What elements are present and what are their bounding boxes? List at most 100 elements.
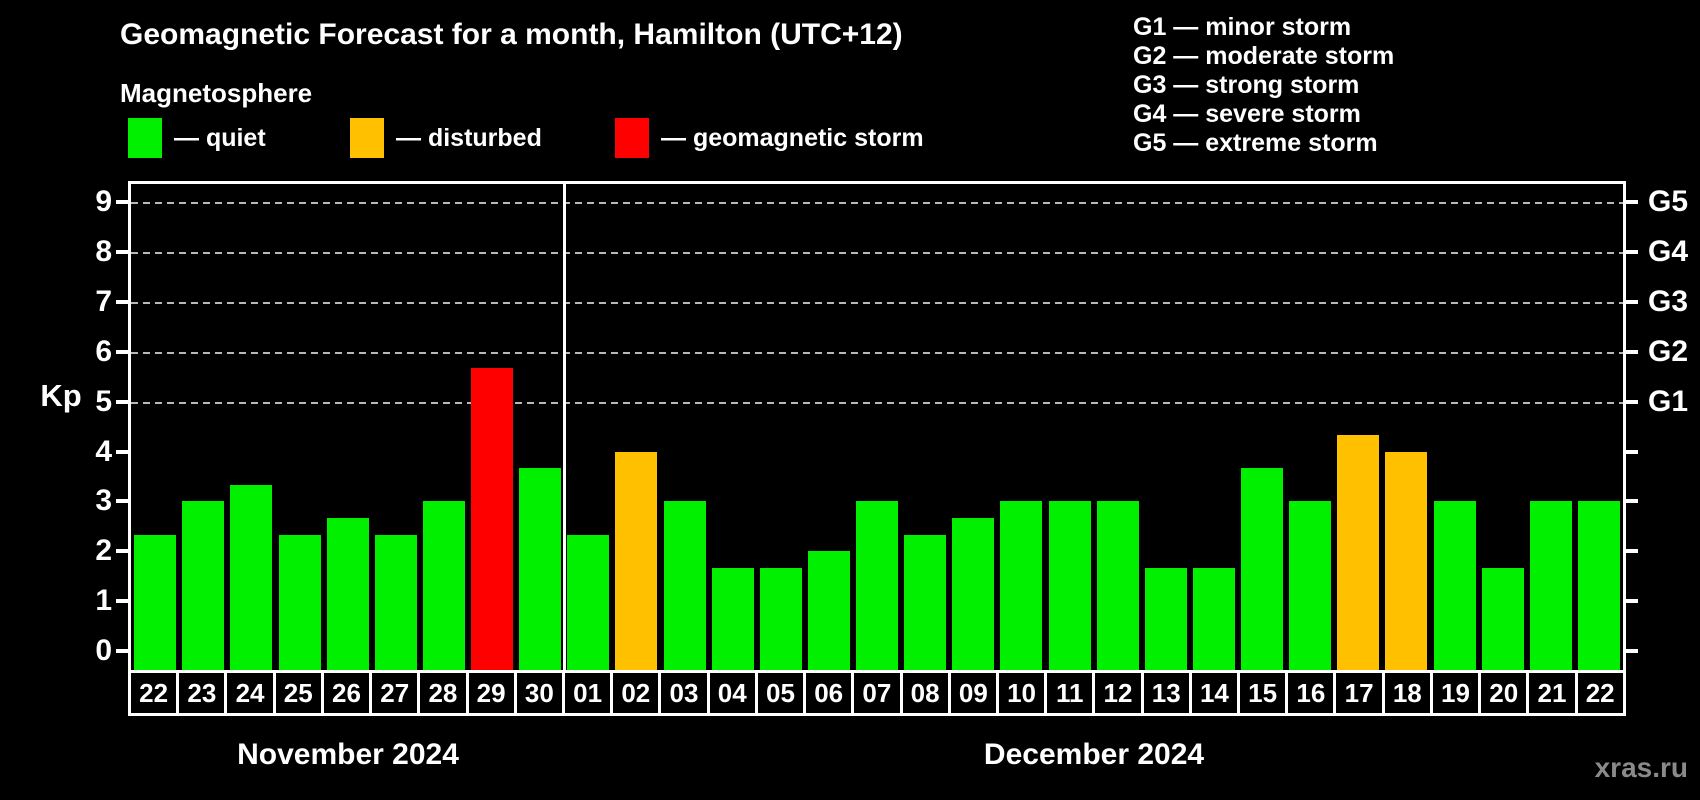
kp-bar-28 xyxy=(422,501,465,670)
date-cell-nov-27: 27 xyxy=(372,673,421,713)
x-axis-date-row: 22 23 24 25 26 27 28 29 30 01 02 03 04 05 06 07 08 09 10 11… xyxy=(128,670,1626,716)
right-tick-4 xyxy=(1626,449,1638,454)
y-tick-label-9: 9 xyxy=(95,185,112,219)
kp-bar-11 xyxy=(1048,501,1091,670)
date-cell-dec-03: 03 xyxy=(661,673,710,713)
storm-level-line-5: G5 — extreme storm xyxy=(1133,129,1378,157)
date-cell-dec-18: 18 xyxy=(1384,673,1433,713)
date-cell-dec-21: 21 xyxy=(1529,673,1578,713)
chart-subtitle: Magnetosphere xyxy=(120,78,313,108)
date-cell-dec-09: 09 xyxy=(950,673,999,713)
kp-bar-19 xyxy=(1433,501,1476,670)
right-tick-5 xyxy=(1626,399,1638,404)
y-tick-0 xyxy=(116,649,128,653)
right-tick-2 xyxy=(1626,549,1638,554)
date-cell-dec-01: 01 xyxy=(564,673,614,713)
kp-bar-05 xyxy=(759,567,802,670)
storm-legend-label: — geomagnetic storm xyxy=(661,124,924,152)
y-tick-9 xyxy=(116,200,128,205)
date-cell-dec-22: 22 xyxy=(1577,673,1623,713)
date-cell-nov-22: 22 xyxy=(131,673,180,713)
date-cell-dec-04: 04 xyxy=(709,673,758,713)
y-tick-label-7: 7 xyxy=(95,284,112,318)
quiet-legend-label: — quiet xyxy=(174,124,266,152)
y-tick-label-0: 0 xyxy=(95,634,112,667)
right-tick-6 xyxy=(1626,349,1638,354)
disturbed-legend-label: — disturbed xyxy=(396,124,542,152)
date-cell-dec-10: 10 xyxy=(998,673,1048,713)
right-axis-label-G4: G4 xyxy=(1648,235,1689,268)
right-tick-9 xyxy=(1626,200,1638,205)
date-cell-dec-19: 19 xyxy=(1432,673,1482,713)
right-axis-label-G5: G5 xyxy=(1648,185,1689,219)
y-tick-label-8: 8 xyxy=(95,235,112,268)
page-title: Geomagnetic Forecast for a month, Hamilt… xyxy=(120,18,903,51)
storm-swatch xyxy=(615,118,649,158)
gridline-kp8 xyxy=(131,252,1623,254)
right-tick-3 xyxy=(1626,499,1638,504)
date-cell-nov-26: 26 xyxy=(323,673,373,713)
gridline-kp9 xyxy=(131,202,1623,205)
kp-bar-04 xyxy=(711,567,754,670)
date-cell-dec-12: 12 xyxy=(1095,673,1144,713)
kp-bar-25 xyxy=(278,534,321,670)
kp-bar-12 xyxy=(1096,501,1139,670)
kp-bar-29 xyxy=(471,368,513,670)
date-cell-nov-23: 23 xyxy=(179,673,228,713)
right-tick-1 xyxy=(1626,599,1638,604)
month-label-november: November 2024 xyxy=(237,738,459,771)
kp-bar-15 xyxy=(1241,468,1283,670)
y-tick-6 xyxy=(116,349,128,354)
month-separator-line xyxy=(562,184,566,670)
date-cell-nov-30: 30 xyxy=(516,673,565,713)
right-axis-label-G3: G3 xyxy=(1648,284,1689,318)
kp-bar-22 xyxy=(134,534,177,670)
y-tick-label-2: 2 xyxy=(95,534,112,568)
date-cell-dec-20: 20 xyxy=(1481,673,1530,713)
date-cell-dec-02: 02 xyxy=(613,673,662,713)
date-cell-dec-17: 17 xyxy=(1336,673,1385,713)
date-cell-dec-16: 16 xyxy=(1288,673,1337,713)
y-tick-7 xyxy=(116,299,128,304)
kp-bar-22 xyxy=(1577,501,1620,670)
y-tick-label-3: 3 xyxy=(95,484,112,518)
plot-area xyxy=(128,181,1626,673)
right-axis-label-G2: G2 xyxy=(1648,334,1689,368)
date-cell-dec-08: 08 xyxy=(902,673,951,713)
storm-scale-legend: G1 — minor storm G2 — moderate storm G3 — … xyxy=(1133,13,1394,158)
gridline-kp6 xyxy=(131,351,1623,354)
watermark: xras.ru xyxy=(1594,752,1688,783)
kp-bar-06 xyxy=(807,551,850,670)
kp-bar-01 xyxy=(567,534,610,670)
y-tick-label-6: 6 xyxy=(95,334,112,368)
kp-bar-30 xyxy=(519,468,562,670)
right-axis-label-G1: G1 xyxy=(1648,384,1689,418)
y-tick-label-5: 5 xyxy=(95,384,112,418)
date-cell-nov-25: 25 xyxy=(275,673,324,713)
date-cell-dec-05: 05 xyxy=(757,673,807,713)
kp-bar-10 xyxy=(1000,501,1043,670)
kp-bar-16 xyxy=(1289,501,1332,670)
storm-level-line-1: G1 — minor storm xyxy=(1133,13,1352,41)
kp-bar-26 xyxy=(326,517,369,670)
y-tick-1 xyxy=(116,599,128,604)
quiet-swatch xyxy=(128,118,162,158)
kp-bar-27 xyxy=(374,534,417,670)
kp-bar-21 xyxy=(1529,501,1572,670)
kp-status-legend: — quiet — disturbed — geomagnetic storm xyxy=(0,114,1100,162)
kp-bar-03 xyxy=(663,501,706,670)
gridline-kp7 xyxy=(131,301,1623,304)
date-cell-dec-06: 06 xyxy=(806,673,855,713)
kp-bar-24 xyxy=(230,484,273,670)
kp-bar-07 xyxy=(856,501,898,670)
kp-bar-17 xyxy=(1337,435,1380,670)
y-tick-3 xyxy=(116,499,128,504)
storm-level-line-4: G4 — severe storm xyxy=(1133,100,1361,128)
date-cell-dec-11: 11 xyxy=(1047,673,1096,713)
right-tick-8 xyxy=(1626,250,1638,254)
kp-bar-23 xyxy=(182,501,225,670)
date-cell-nov-24: 24 xyxy=(227,673,276,713)
disturbed-swatch xyxy=(350,118,384,158)
y-tick-label-1: 1 xyxy=(95,584,112,618)
